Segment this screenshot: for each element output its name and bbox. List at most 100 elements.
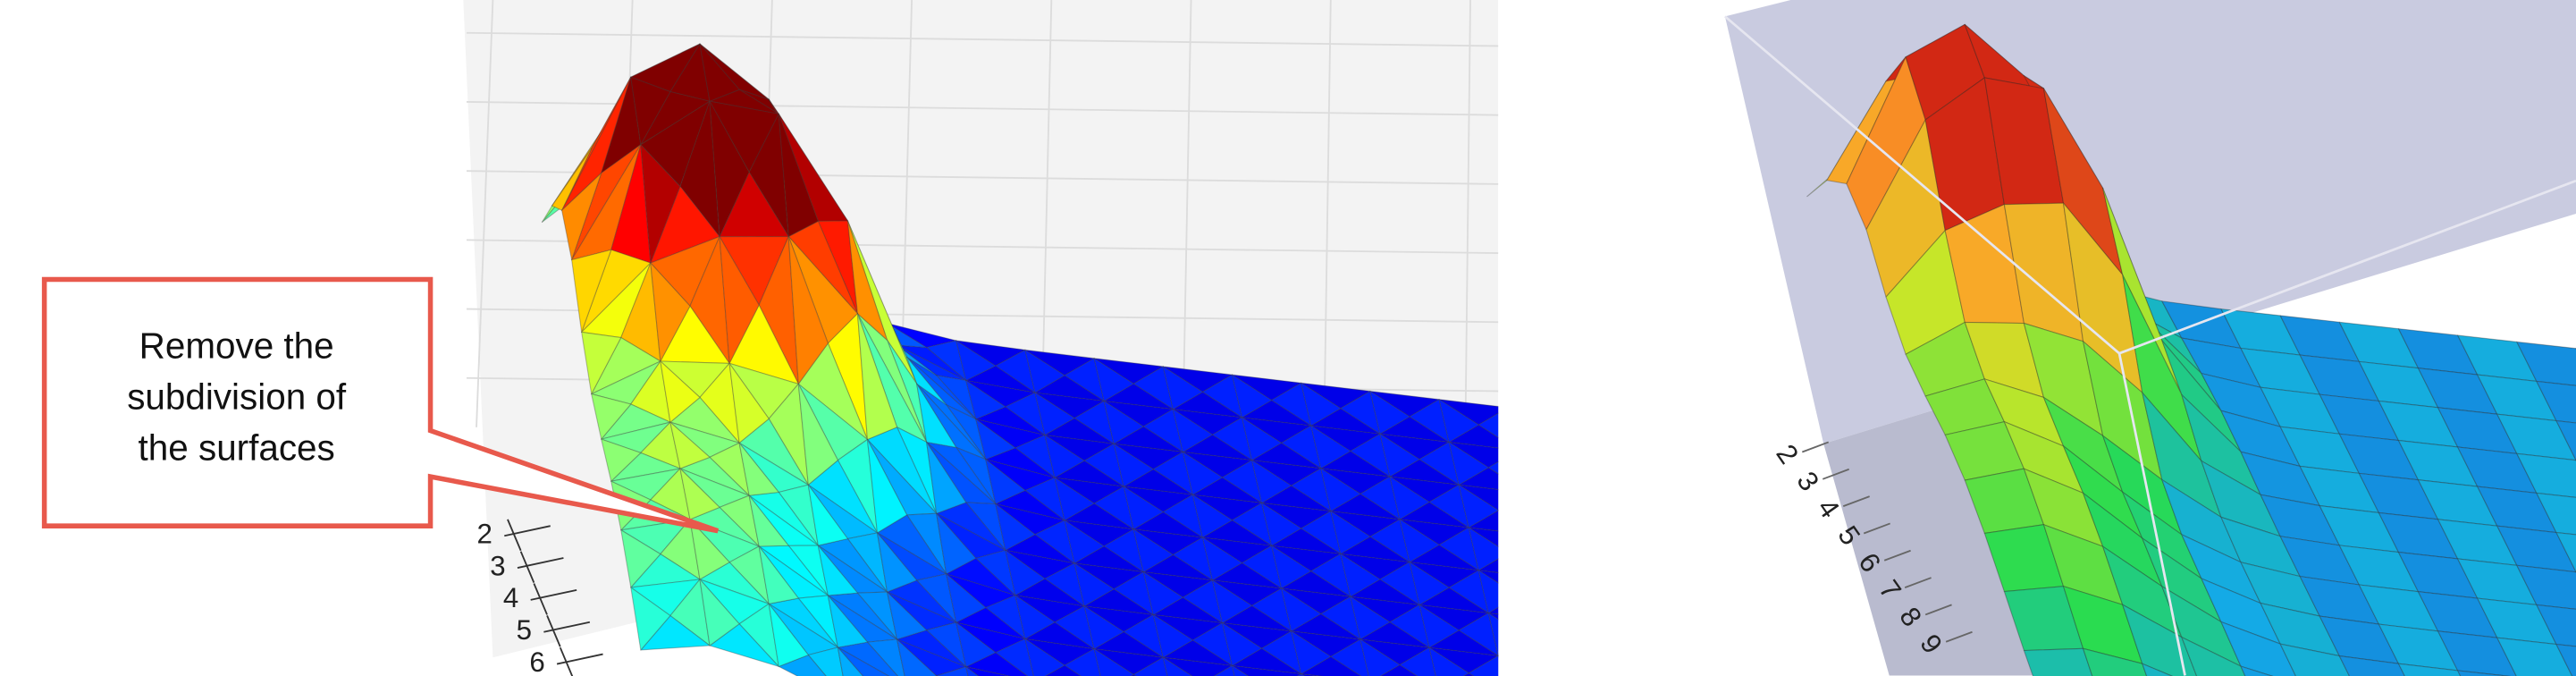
surface-facet bbox=[1567, 646, 1636, 672]
surface-facet bbox=[1221, 622, 1263, 666]
surface-facet bbox=[1607, 672, 1646, 676]
surface-facet bbox=[1528, 493, 1567, 536]
surface-facet bbox=[955, 340, 997, 382]
surface-facet bbox=[601, 438, 642, 482]
surface-facet bbox=[630, 76, 671, 146]
surface-facet bbox=[709, 623, 779, 667]
surface-facet bbox=[1409, 562, 1450, 605]
surface-facet bbox=[1044, 434, 1085, 478]
surface-facet bbox=[1213, 664, 1235, 676]
surface-facet bbox=[591, 393, 632, 440]
right-surface-view bbox=[1724, 0, 2576, 676]
callout-text: subdivision of bbox=[127, 376, 347, 417]
surface-facet bbox=[551, 148, 593, 211]
axis-tick bbox=[1801, 441, 1830, 453]
surface-facet bbox=[1567, 502, 1606, 545]
surface-facet bbox=[1291, 630, 1332, 675]
surface-facet bbox=[581, 331, 622, 395]
surface-facet bbox=[758, 545, 799, 604]
surface-facet bbox=[1123, 486, 1164, 530]
surface-facet bbox=[1528, 621, 1567, 664]
surface-facet bbox=[1567, 664, 1636, 676]
surface-facet bbox=[1577, 544, 1616, 587]
surface-facet bbox=[768, 603, 838, 656]
surface-facet bbox=[936, 666, 969, 676]
axis-tick-label: 5 bbox=[517, 614, 532, 646]
axis-tick-label: 2 bbox=[477, 518, 492, 549]
surface-facet bbox=[1231, 374, 1273, 418]
surface-facet bbox=[1477, 412, 1499, 439]
surface-facet bbox=[1508, 536, 1547, 579]
surface-facet bbox=[916, 383, 957, 448]
surface-facet bbox=[1508, 408, 1547, 451]
surface-facet bbox=[1162, 656, 1193, 676]
axis-tick bbox=[1945, 630, 1973, 643]
surface-facet bbox=[571, 249, 612, 334]
surface-facet bbox=[1073, 562, 1115, 607]
surface-facet bbox=[1528, 493, 1596, 518]
surface-facet bbox=[709, 100, 750, 238]
surface-facet bbox=[2437, 630, 2517, 676]
axis-tick bbox=[543, 621, 591, 633]
surface-facet bbox=[1064, 503, 1134, 530]
surface-facet bbox=[2555, 419, 2576, 461]
surface-facet bbox=[886, 322, 957, 349]
surface-facet bbox=[679, 100, 720, 238]
surface-facet bbox=[1024, 638, 1065, 676]
surface-facet bbox=[1567, 664, 1606, 676]
surface-facet bbox=[1271, 545, 1312, 589]
grid-line bbox=[1182, 0, 1192, 427]
surface-facet bbox=[926, 441, 967, 514]
axis-tick bbox=[556, 653, 603, 665]
surface-facet bbox=[1034, 392, 1075, 436]
surface-facet bbox=[1310, 425, 1351, 469]
surface-facet bbox=[669, 421, 711, 469]
left-surface-view bbox=[463, 0, 1646, 676]
surface-facet bbox=[1487, 461, 1499, 475]
surface-facet bbox=[1547, 579, 1587, 621]
surface-facet bbox=[1301, 673, 1306, 676]
surface-facet bbox=[1557, 459, 1596, 502]
surface-facet bbox=[1024, 349, 1065, 393]
surface-facet bbox=[689, 519, 730, 580]
surface-facet bbox=[699, 43, 740, 102]
surface-facet bbox=[1487, 613, 1499, 656]
surface-facet bbox=[1547, 562, 1616, 587]
axis-tick bbox=[1822, 468, 1850, 480]
surface-facet bbox=[1182, 451, 1224, 495]
surface-facet bbox=[1537, 536, 1577, 579]
surface-facet bbox=[2536, 492, 2576, 536]
surface-facet bbox=[1518, 451, 1557, 494]
surface-facet bbox=[738, 603, 779, 667]
surface-facet bbox=[1399, 519, 1440, 563]
axis-line bbox=[559, 646, 574, 676]
surface-facet bbox=[1340, 553, 1381, 597]
surface-facet bbox=[2083, 647, 2148, 676]
surface-facet bbox=[591, 360, 661, 405]
surface-facet bbox=[955, 621, 997, 668]
surface-facet bbox=[1418, 604, 1460, 648]
surface-facet bbox=[620, 519, 691, 555]
axis-tick-label: 3 bbox=[490, 550, 505, 581]
axis-tick-label: 4 bbox=[1811, 493, 1846, 523]
surface-facet bbox=[2536, 380, 2576, 424]
axis-line bbox=[519, 551, 535, 583]
surface-facet bbox=[1172, 409, 1214, 453]
surface-facet bbox=[699, 579, 740, 646]
surface-facet bbox=[1132, 656, 1168, 676]
surface-facet bbox=[1301, 673, 1324, 676]
surface-facet bbox=[827, 595, 869, 648]
surface-facet bbox=[1448, 441, 1489, 486]
surface-facet bbox=[1508, 408, 1577, 433]
surface-facet bbox=[965, 666, 980, 676]
surface-facet bbox=[1211, 579, 1253, 624]
surface-facet bbox=[1557, 604, 1626, 629]
surface-facet bbox=[1497, 655, 1499, 657]
surface-facet bbox=[2496, 637, 2573, 676]
surface-facet bbox=[2279, 643, 2351, 676]
surface-facet bbox=[1064, 520, 1105, 564]
surface-facet bbox=[807, 484, 848, 546]
grid-line bbox=[476, 0, 494, 427]
surface-facet bbox=[2181, 637, 2246, 676]
